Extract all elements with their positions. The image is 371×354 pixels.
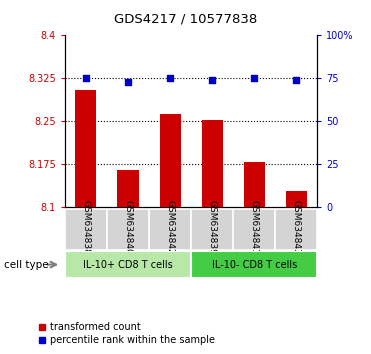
Text: IL-10- CD8 T cells: IL-10- CD8 T cells bbox=[211, 259, 297, 270]
Bar bbox=[191, 209, 233, 250]
Bar bbox=[233, 209, 275, 250]
Point bbox=[125, 79, 131, 85]
Bar bbox=[244, 162, 265, 207]
Text: IL-10+ CD8 T cells: IL-10+ CD8 T cells bbox=[83, 259, 173, 270]
Text: GSM634841: GSM634841 bbox=[250, 200, 259, 255]
Text: GSM634843: GSM634843 bbox=[292, 200, 301, 255]
Text: GDS4217 / 10577838: GDS4217 / 10577838 bbox=[114, 12, 257, 25]
Point bbox=[293, 77, 299, 83]
Text: GSM634842: GSM634842 bbox=[165, 200, 174, 255]
Bar bbox=[275, 209, 317, 250]
Bar bbox=[75, 90, 96, 207]
Point bbox=[167, 75, 173, 81]
Bar bbox=[65, 251, 191, 278]
Bar bbox=[118, 170, 138, 207]
Bar bbox=[286, 191, 307, 207]
Bar bbox=[201, 120, 223, 207]
Text: cell type: cell type bbox=[4, 259, 48, 270]
Bar bbox=[191, 251, 317, 278]
Bar bbox=[160, 114, 181, 207]
Point bbox=[83, 75, 89, 81]
Bar bbox=[107, 209, 149, 250]
Point bbox=[251, 75, 257, 81]
Text: GSM634838: GSM634838 bbox=[82, 200, 91, 255]
Point bbox=[209, 77, 215, 83]
Legend: transformed count, percentile rank within the sample: transformed count, percentile rank withi… bbox=[35, 319, 219, 349]
Text: GSM634840: GSM634840 bbox=[124, 200, 132, 255]
Text: GSM634839: GSM634839 bbox=[208, 200, 217, 255]
Bar bbox=[149, 209, 191, 250]
Bar bbox=[65, 209, 107, 250]
